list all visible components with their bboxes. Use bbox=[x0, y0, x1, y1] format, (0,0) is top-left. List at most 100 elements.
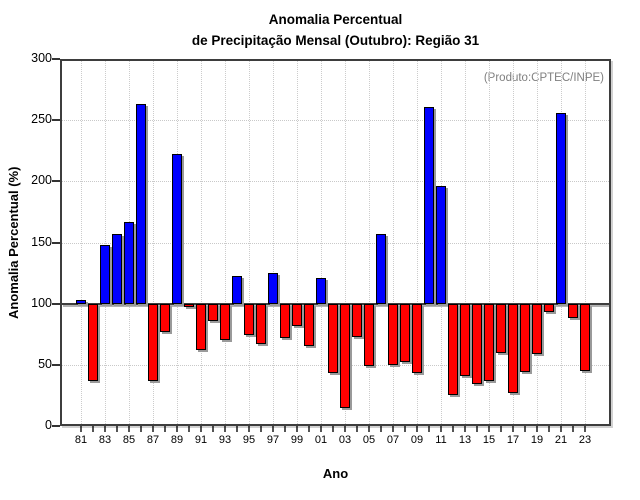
y-axis-tick bbox=[52, 425, 60, 427]
y-tick-label: 50 bbox=[38, 356, 52, 371]
x-tick-label: 83 bbox=[98, 434, 112, 446]
y-axis-tick bbox=[52, 363, 60, 366]
y-tick-label: 100 bbox=[31, 295, 52, 310]
bar-2015 bbox=[484, 303, 494, 381]
x-tick-label: 01 bbox=[314, 434, 328, 446]
y-axis-tick bbox=[52, 58, 60, 60]
x-tick-label: 15 bbox=[482, 434, 496, 446]
x-tick-label: 13 bbox=[458, 434, 472, 446]
bar-2004 bbox=[352, 303, 362, 337]
bar-2009 bbox=[412, 303, 422, 374]
chart-title: Anomalia Percentual de Precipitação Mens… bbox=[60, 9, 611, 51]
x-tick-label: 81 bbox=[74, 434, 88, 446]
x-axis-tick bbox=[380, 426, 382, 432]
x-tick-label: 93 bbox=[218, 434, 232, 446]
x-axis-tick bbox=[80, 426, 82, 432]
x-axis-tick bbox=[284, 426, 286, 432]
bar-2007 bbox=[388, 303, 398, 365]
bar-2013 bbox=[460, 303, 470, 376]
bar-2005 bbox=[364, 303, 374, 367]
x-axis-tick bbox=[356, 426, 358, 432]
bar-2014 bbox=[472, 303, 482, 385]
x-axis-tick bbox=[308, 426, 310, 432]
x-tick-label: 89 bbox=[170, 434, 184, 446]
x-tick-label: 91 bbox=[194, 434, 208, 446]
x-axis-tick bbox=[452, 426, 454, 432]
x-axis-tick bbox=[416, 426, 418, 432]
horizontal-gridline bbox=[62, 120, 609, 122]
x-axis-tick bbox=[572, 426, 574, 432]
bar-1987 bbox=[148, 303, 158, 381]
x-axis-tick bbox=[152, 426, 154, 432]
x-axis-tick bbox=[404, 426, 406, 432]
x-axis-tick bbox=[164, 426, 166, 432]
x-tick-label: 19 bbox=[530, 434, 544, 446]
x-tick-label: 03 bbox=[338, 434, 352, 446]
bar-1983 bbox=[100, 244, 110, 304]
x-axis-tick bbox=[188, 426, 190, 432]
bar-1994 bbox=[232, 275, 242, 304]
x-axis-tick bbox=[332, 426, 334, 432]
y-tick-label: 300 bbox=[31, 51, 52, 65]
x-axis-tick bbox=[428, 426, 430, 432]
bar-1988 bbox=[160, 303, 170, 332]
y-tick-label: 0 bbox=[45, 418, 52, 432]
x-axis-tick bbox=[260, 426, 262, 432]
x-axis-tick bbox=[248, 426, 250, 432]
bar-1982 bbox=[88, 303, 98, 381]
y-tick-label: 150 bbox=[31, 234, 52, 249]
horizontal-gridline bbox=[62, 242, 609, 244]
x-axis-tick bbox=[272, 426, 274, 432]
x-axis-tick bbox=[584, 426, 586, 432]
x-tick-label: 17 bbox=[506, 434, 520, 446]
x-axis-tick bbox=[512, 426, 514, 432]
bar-2006 bbox=[376, 233, 386, 304]
x-axis-tick bbox=[524, 426, 526, 432]
x-axis-tick bbox=[440, 426, 442, 432]
bar-2018 bbox=[520, 303, 530, 373]
x-axis-tick bbox=[320, 426, 322, 432]
horizontal-gridline bbox=[62, 181, 609, 183]
plot-frame bbox=[60, 59, 611, 426]
x-tick-label: 85 bbox=[122, 434, 136, 446]
y-axis-tick bbox=[52, 302, 60, 305]
bar-2019 bbox=[532, 303, 542, 354]
x-axis-tick bbox=[560, 426, 562, 432]
y-tick-label: 250 bbox=[31, 112, 52, 127]
x-axis-tick bbox=[92, 426, 94, 432]
bar-2003 bbox=[340, 303, 350, 408]
bar-2010 bbox=[424, 106, 434, 304]
x-tick-label: 21 bbox=[554, 434, 568, 446]
bar-1996 bbox=[256, 303, 266, 345]
bar-1990 bbox=[184, 303, 194, 308]
bar-2023 bbox=[580, 303, 590, 371]
bar-2016 bbox=[496, 303, 506, 353]
x-axis-tick bbox=[476, 426, 478, 432]
x-axis-tick bbox=[488, 426, 490, 432]
x-axis-tick bbox=[548, 426, 550, 432]
x-tick-label: 07 bbox=[386, 434, 400, 446]
bar-2000 bbox=[304, 303, 314, 347]
x-axis-tick bbox=[344, 426, 346, 432]
x-axis-tick bbox=[116, 426, 118, 432]
x-axis-label: Ano bbox=[322, 466, 349, 481]
bar-1993 bbox=[220, 303, 230, 341]
x-axis-tick bbox=[392, 426, 394, 432]
bar-1985 bbox=[124, 221, 134, 304]
bar-2020 bbox=[544, 303, 554, 313]
x-tick-label: 11 bbox=[435, 434, 447, 446]
x-tick-label: 95 bbox=[242, 434, 256, 446]
x-axis-tick bbox=[464, 426, 466, 432]
chart-title-line2: de Precipitação Mensal (Outubro): Região… bbox=[191, 33, 480, 48]
x-axis-tick bbox=[176, 426, 178, 432]
x-axis-tick bbox=[140, 426, 142, 432]
bar-2021 bbox=[556, 112, 566, 304]
x-tick-label: 97 bbox=[266, 434, 280, 446]
bar-1997 bbox=[268, 273, 278, 304]
bar-1999 bbox=[292, 303, 302, 326]
x-tick-label: 09 bbox=[410, 434, 424, 446]
bar-1998 bbox=[280, 303, 290, 338]
x-axis-tick bbox=[500, 426, 502, 432]
x-axis-tick bbox=[212, 426, 214, 432]
bar-2008 bbox=[400, 303, 410, 363]
